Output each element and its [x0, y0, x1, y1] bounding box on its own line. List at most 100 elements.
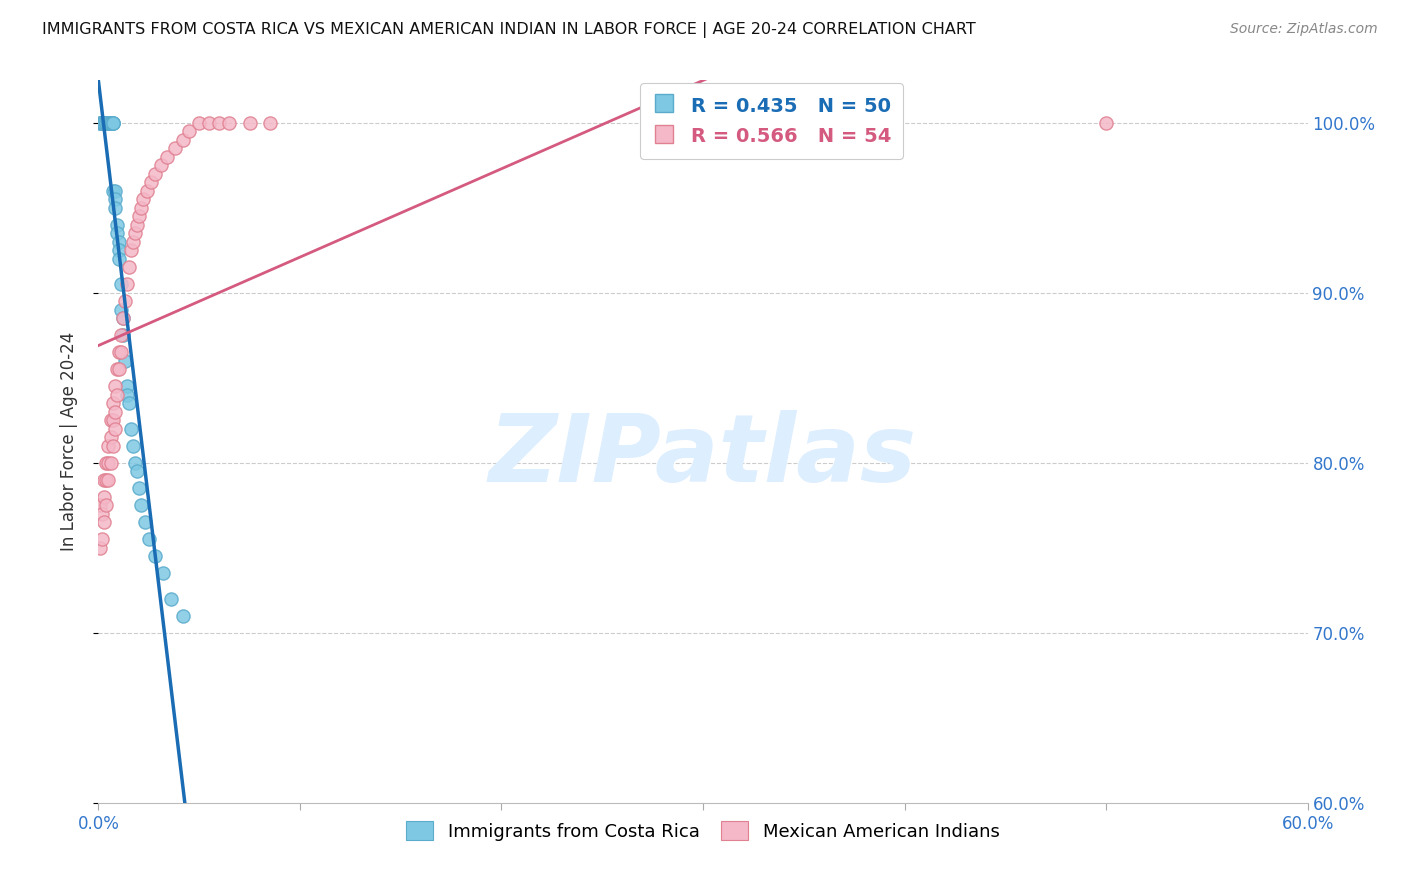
Point — [100, 116, 122, 130]
Point — [128, 209, 150, 223]
Point — [129, 498, 152, 512]
Point — [91, 533, 114, 547]
Point — [239, 116, 262, 130]
Point — [163, 141, 186, 155]
Point — [129, 201, 152, 215]
Point — [96, 116, 118, 130]
Point — [114, 353, 136, 368]
Point — [138, 533, 160, 547]
Point — [128, 481, 150, 495]
Point — [91, 116, 114, 130]
Point — [107, 235, 129, 249]
Point — [97, 116, 120, 130]
Point — [107, 345, 129, 359]
Point — [89, 116, 111, 130]
Point — [110, 328, 132, 343]
Point — [93, 116, 115, 130]
Point — [152, 566, 174, 581]
Point — [124, 227, 146, 241]
Text: Source: ZipAtlas.com: Source: ZipAtlas.com — [1230, 22, 1378, 37]
Point — [101, 439, 124, 453]
Point — [172, 133, 194, 147]
Point — [89, 498, 111, 512]
Y-axis label: In Labor Force | Age 20-24: In Labor Force | Age 20-24 — [59, 332, 77, 551]
Point — [107, 252, 129, 266]
Point — [97, 473, 120, 487]
Point — [132, 192, 155, 206]
Point — [89, 116, 111, 130]
Point — [111, 311, 134, 326]
Point — [100, 456, 122, 470]
Point — [91, 116, 114, 130]
Point — [115, 379, 138, 393]
Point — [110, 302, 132, 317]
Point — [107, 362, 129, 376]
Point — [101, 396, 124, 410]
Point — [103, 184, 125, 198]
Point — [91, 507, 114, 521]
Point — [93, 516, 115, 530]
Point — [118, 396, 141, 410]
Point — [139, 175, 162, 189]
Point — [156, 150, 179, 164]
Point — [110, 345, 132, 359]
Point — [103, 422, 125, 436]
Point — [121, 439, 143, 453]
Point — [111, 311, 134, 326]
Point — [100, 116, 122, 130]
Point — [97, 116, 120, 130]
Point — [97, 439, 120, 453]
Point — [118, 260, 141, 275]
Point — [100, 413, 122, 427]
Legend: Immigrants from Costa Rica, Mexican American Indians: Immigrants from Costa Rica, Mexican Amer… — [399, 814, 1007, 848]
Point — [208, 116, 231, 130]
Point — [103, 379, 125, 393]
Point — [172, 608, 194, 623]
Point — [103, 405, 125, 419]
Point — [93, 116, 115, 130]
Point — [115, 277, 138, 292]
Point — [93, 473, 115, 487]
Point — [160, 591, 183, 606]
Point — [91, 116, 114, 130]
Point — [89, 541, 111, 555]
Point — [105, 362, 128, 376]
Point — [125, 464, 148, 478]
Point — [96, 116, 118, 130]
Point — [188, 116, 211, 130]
Point — [101, 116, 124, 130]
Point — [97, 116, 120, 130]
Point — [93, 116, 115, 130]
Point — [103, 192, 125, 206]
Point — [135, 184, 157, 198]
Point — [179, 124, 201, 138]
Point — [121, 235, 143, 249]
Point — [101, 116, 124, 130]
Text: ZIPatlas: ZIPatlas — [489, 410, 917, 502]
Point — [120, 422, 142, 436]
Point — [111, 328, 134, 343]
Point — [96, 116, 118, 130]
Point — [125, 218, 148, 232]
Point — [103, 201, 125, 215]
Point — [101, 116, 124, 130]
Point — [110, 277, 132, 292]
Point — [218, 116, 240, 130]
Point — [101, 413, 124, 427]
Point — [105, 227, 128, 241]
Point — [105, 218, 128, 232]
Point — [97, 116, 120, 130]
Point — [115, 388, 138, 402]
Point — [114, 294, 136, 309]
Point — [96, 473, 118, 487]
Point — [198, 116, 221, 130]
Point — [143, 167, 166, 181]
Point — [124, 456, 146, 470]
Point — [100, 430, 122, 444]
Point — [149, 158, 172, 172]
Point — [97, 456, 120, 470]
Point — [96, 498, 118, 512]
Text: IMMIGRANTS FROM COSTA RICA VS MEXICAN AMERICAN INDIAN IN LABOR FORCE | AGE 20-24: IMMIGRANTS FROM COSTA RICA VS MEXICAN AM… — [42, 22, 976, 38]
Point — [107, 244, 129, 258]
Point — [120, 244, 142, 258]
